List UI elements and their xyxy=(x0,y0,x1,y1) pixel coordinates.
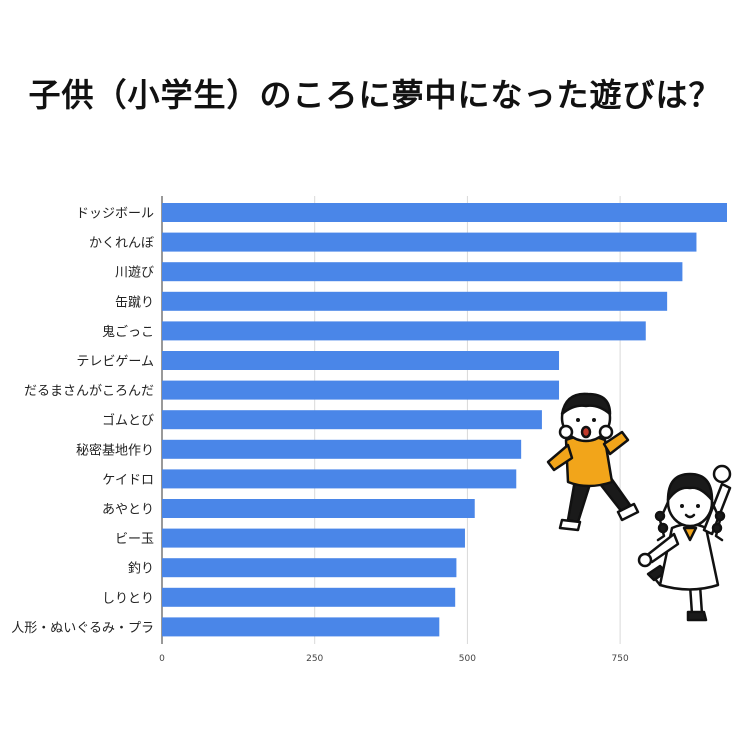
bar xyxy=(162,528,465,548)
girl-icon xyxy=(637,464,732,622)
bar xyxy=(162,351,560,370)
category-label: かくれんぼ xyxy=(89,236,154,251)
category-label: 鬼ごっこ xyxy=(102,324,154,340)
x-tick-label: 750 xyxy=(612,654,629,664)
category-label: 川遊び xyxy=(115,266,154,281)
bar xyxy=(162,499,475,518)
category-label: 秘密基地作り xyxy=(76,442,154,458)
category-label: 人形・ぬいぐるみ・プラ xyxy=(11,621,154,636)
category-label: しりとり xyxy=(102,591,154,606)
bar xyxy=(162,232,697,252)
bar xyxy=(162,558,457,578)
category-label: テレビゲーム xyxy=(76,355,154,370)
bar xyxy=(162,380,560,400)
bar xyxy=(162,410,542,430)
bar xyxy=(162,439,522,459)
bar xyxy=(162,291,668,311)
bar xyxy=(162,617,440,637)
chart-title: 子供（小学生）のころに夢中になった遊びは？ xyxy=(28,76,722,114)
category-label: ドッジボール xyxy=(76,207,154,222)
bar xyxy=(162,469,517,489)
bar xyxy=(162,203,727,222)
category-label: 釣り xyxy=(128,561,154,577)
category-label: ゴムとび xyxy=(102,413,154,429)
x-tick-label: 0 xyxy=(159,654,165,664)
boy-icon xyxy=(546,392,640,532)
bar xyxy=(162,321,646,341)
category-label: だるまさんがころんだ xyxy=(24,384,154,399)
category-label: 缶蹴り xyxy=(115,295,154,310)
category-label: ビー玉 xyxy=(115,532,154,547)
x-tick-label: 500 xyxy=(459,654,476,664)
x-tick-label: 250 xyxy=(306,654,323,664)
category-label: あやとり xyxy=(102,503,154,518)
bar xyxy=(162,587,456,607)
category-label: ケイドロ xyxy=(102,473,154,488)
bar xyxy=(162,262,683,282)
